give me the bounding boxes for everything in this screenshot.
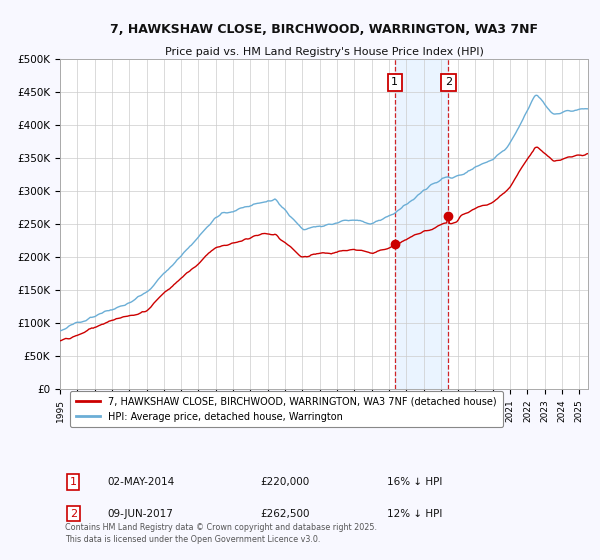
Text: Contains HM Land Registry data © Crown copyright and database right 2025.
This d: Contains HM Land Registry data © Crown c… (65, 523, 377, 544)
Text: 09-JUN-2017: 09-JUN-2017 (107, 508, 173, 519)
Text: £262,500: £262,500 (260, 508, 310, 519)
Text: 16% ↓ HPI: 16% ↓ HPI (388, 477, 443, 487)
Text: 2: 2 (70, 508, 77, 519)
Text: 02-MAY-2014: 02-MAY-2014 (107, 477, 175, 487)
Text: 12% ↓ HPI: 12% ↓ HPI (388, 508, 443, 519)
Text: 1: 1 (70, 477, 77, 487)
Bar (395, 59, 448, 389)
Text: £220,000: £220,000 (260, 477, 310, 487)
Text: Price paid vs. HM Land Registry's House Price Index (HPI): Price paid vs. HM Land Registry's House … (164, 46, 484, 57)
Text: 7, HAWKSHAW CLOSE, BIRCHWOOD, WARRINGTON, WA3 7NF: 7, HAWKSHAW CLOSE, BIRCHWOOD, WARRINGTON… (110, 23, 538, 36)
Legend: 7, HAWKSHAW CLOSE, BIRCHWOOD, WARRINGTON, WA3 7NF (detached house), HPI: Average: 7, HAWKSHAW CLOSE, BIRCHWOOD, WARRINGTON… (70, 391, 503, 427)
Text: 2: 2 (445, 77, 452, 87)
Text: 1: 1 (391, 77, 398, 87)
